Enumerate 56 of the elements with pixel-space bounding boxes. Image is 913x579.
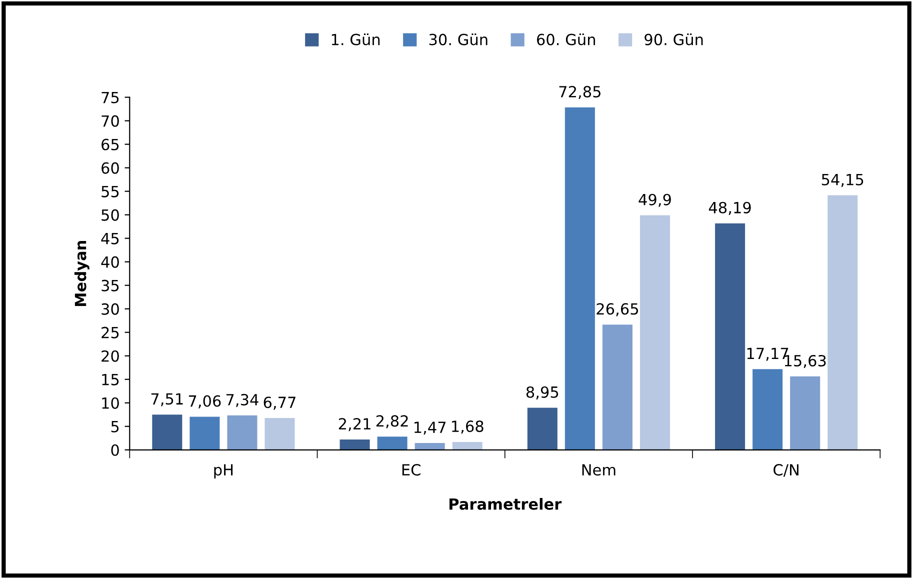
data-label: 6,77 [264,396,296,410]
bar [377,436,408,450]
y-tick-label: 55 [102,186,119,198]
y-tick-label: 60 [102,162,119,174]
data-label: 49,9 [638,194,671,207]
data-label: 7,06 [188,395,221,408]
bar [790,376,820,450]
y-tick-label: 0 [111,444,119,456]
x-tick-label: pH [214,464,233,479]
y-tick-label: 70 [102,115,119,127]
bar [828,195,858,450]
bar [264,418,295,450]
y-tick-label: 30 [102,303,119,315]
bar [152,414,182,450]
legend-label: 30. Gün [429,34,488,46]
y-tick-label: 45 [101,232,119,244]
y-axis-title: Medyan [74,240,90,306]
y-tick-label: 50 [102,209,119,221]
data-label: 2,82 [376,415,408,428]
bar [564,107,595,450]
bar [602,324,632,450]
y-tick-label: 10 [102,397,119,409]
data-label: 2,21 [338,418,370,432]
data-label: 54,15 [822,174,864,187]
bar [452,442,482,450]
x-tick-label: Nem [582,464,616,476]
y-tick-label: 40 [101,256,119,268]
data-label: 72,85 [559,86,600,100]
bar [414,442,445,450]
bar [190,416,220,450]
bar [340,439,370,450]
legend-label: 1. Gün [332,34,380,46]
bar [752,369,783,450]
y-tick-label: 25 [102,326,119,338]
legend-label: 60. Gün [537,34,595,46]
bar [227,415,258,450]
y-tick-label: 35 [102,280,119,292]
y-tick-label: 15 [102,374,119,386]
data-label: 1,47 [414,422,446,435]
y-tick-label: 5 [111,421,119,432]
data-label: 26,65 [596,303,638,316]
y-tick-label: 75 [102,92,119,104]
data-label: 7,51 [151,393,183,406]
bar [640,215,670,450]
x-tick-label: C/N [774,464,798,477]
legend-label: 90. Gün [644,34,703,46]
y-tick-label: 65 [102,138,119,150]
data-label: 48,19 [708,202,751,215]
x-axis-title: Parametreler [450,498,562,510]
data-label: 7,34 [226,394,258,408]
bar [715,223,746,450]
y-tick-label: 20 [102,350,119,362]
x-tick-label: EC [402,464,420,476]
data-label: 1,68 [452,420,484,434]
data-label: 8,95 [526,386,558,400]
bar [527,408,558,450]
